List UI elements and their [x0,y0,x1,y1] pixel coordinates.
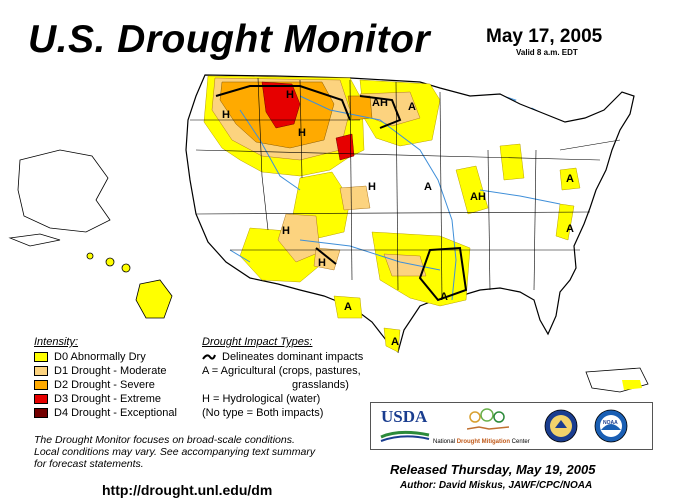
legend-label: D2 Drought - Severe [54,379,155,391]
alaska-inset [8,149,111,247]
usda-swoosh-icon [380,430,430,442]
impact-boundaries [215,85,468,302]
impact-line-item: Delineates dominant impacts [202,350,363,364]
impact-letter: H [368,181,376,193]
intensity-heading: Intensity: [34,336,79,348]
legend-swatch [34,380,48,390]
impact-letter: A [391,336,399,348]
ndmc-logo-text: National Drought Mitigation Center [433,439,530,445]
impact-letter: H [318,257,326,269]
impact-legend: Drought Impact Types: Delineates dominan… [202,336,363,420]
legend-item-d0: D0 Abnormally Dry [34,350,177,364]
legend-item-d3: D3 Drought - Extreme [34,392,177,406]
note-line-1: The Drought Monitor focuses on broad-sca… [34,434,295,446]
ndmc-suffix: Center [510,439,530,445]
impact-letter: A [424,181,432,193]
impact-hydrological: H = Hydrological (water) [202,393,321,405]
commerce-seal-icon [544,409,578,443]
impact-letter: H [282,225,290,237]
legend-item-d4: D4 Drought - Exceptional [34,406,177,420]
map-title: U.S. Drought Monitor [28,18,431,61]
legend-item-d2: D2 Drought - Severe [34,378,177,392]
impact-letter: H [298,127,306,139]
legend-label: D1 Drought - Moderate [54,365,167,377]
legend-label: D3 Drought - Extreme [54,393,161,405]
rivers [229,95,561,301]
impact-heading: Drought Impact Types: [202,336,313,348]
impact-agricultural: A = Agricultural (crops, pastures, [202,365,361,377]
legend-swatch [34,352,48,362]
impact-letter: A [566,223,574,235]
impact-line-icon [202,354,216,360]
site-url[interactable]: http://drought.unl.edu/dm [102,482,273,498]
release-date: Released Thursday, May 19, 2005 [390,462,596,477]
puerto-rico-inset [585,367,649,393]
usda-logo: USDA [381,407,428,426]
legend-label: D4 Drought - Exceptional [54,407,177,419]
hawaii-inset [86,252,173,319]
impact-letter: AH [470,191,486,203]
note-line-3: for forecast statements. [34,458,144,470]
disclaimer-note: The Drought Monitor focuses on broad-sca… [34,434,315,470]
impact-letter: A [408,101,416,113]
noaa-label: NOAA [603,420,618,426]
note-line-2: Local conditions may vary. See accompany… [34,446,316,458]
impact-line-label: Delineates dominant impacts [222,351,364,363]
impact-letter: A [566,173,574,185]
impact-letter: H [286,89,294,101]
map-date: May 17, 2005 [486,26,603,47]
impact-letter: AH [372,97,388,109]
ndmc-prefix: National [433,439,457,445]
legend-label: D0 Abnormally Dry [54,351,146,363]
impact-letter: A [344,301,352,313]
impact-agricultural-cont: grasslands) [292,379,349,391]
impact-letter: A [440,291,448,303]
noaa-logo-icon [594,409,628,443]
intensity-legend: Intensity: D0 Abnormally Dry D1 Drought -… [34,336,177,420]
author: Author: David Miskus, JAWF/CPC/NOAA [400,480,593,491]
legend-item-d1: D1 Drought - Moderate [34,364,177,378]
ndmc-highlight: Drought Mitigation [456,439,511,445]
impact-letter: H [222,109,230,121]
legend-swatch [34,394,48,404]
ndmc-tree-icon [467,408,509,430]
partner-logos: USDA National Drought Mitigation Center … [370,402,653,450]
impact-both: (No type = Both impacts) [202,407,324,419]
legend-swatch [34,366,48,376]
valid-time: Valid 8 a.m. EDT [516,48,578,57]
state-boundaries [190,77,621,301]
legend-swatch [34,408,48,418]
